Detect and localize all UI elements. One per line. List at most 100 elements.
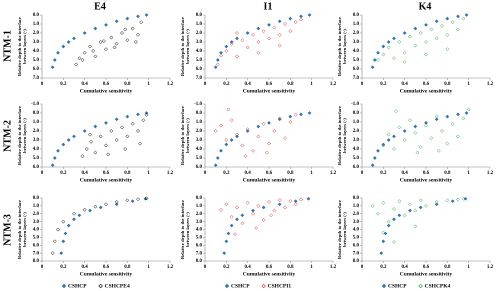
point: [226, 231, 231, 236]
x-tick-label: 0.4: [402, 265, 409, 270]
point: [434, 36, 439, 41]
x-tick-label: 0.4: [245, 171, 252, 176]
y-axis-label: Relative depth to the interface: [337, 200, 342, 259]
point: [413, 124, 418, 129]
x-tick-label: 1.2: [487, 171, 494, 176]
point: [235, 205, 239, 210]
point: [93, 150, 98, 155]
point: [136, 112, 140, 117]
point: [109, 35, 114, 40]
y-tick-label: 2.0: [353, 31, 360, 36]
point: [56, 50, 60, 55]
point: [125, 134, 130, 139]
y-axis-label: Relative depth to the interface: [337, 17, 342, 76]
point: [445, 141, 450, 146]
y-tick-label: 4.0: [196, 147, 203, 152]
y-tick-label: 2.0: [196, 129, 203, 134]
y-tick-label: 5.0: [196, 58, 203, 63]
y-tick-label: 3.0: [33, 220, 40, 225]
point: [144, 13, 149, 17]
point: [267, 22, 271, 27]
y-tick-label: 4.0: [33, 49, 40, 54]
x-tick-label: 0: [41, 82, 44, 87]
y-tick-label: 6.0: [196, 243, 203, 248]
point: [418, 205, 423, 210]
point: [93, 204, 98, 209]
y-tick-label: 4.0: [353, 147, 360, 152]
point: [114, 19, 119, 24]
point: [402, 213, 407, 218]
point: [240, 38, 245, 43]
point: [104, 120, 108, 125]
x-tick-label: 0.4: [82, 171, 89, 176]
point: [408, 118, 412, 123]
point: [408, 34, 412, 39]
x-tick-label: 0.4: [402, 82, 409, 87]
point: [394, 109, 399, 114]
y-tick-label: 3.0: [196, 138, 203, 143]
point: [91, 49, 96, 53]
y-tick-label: 8.0: [196, 259, 203, 264]
point: [261, 205, 266, 210]
point: [299, 112, 303, 117]
point: [299, 14, 303, 19]
y-tick-label: 2.0: [196, 31, 203, 36]
point: [144, 112, 149, 117]
point: [224, 202, 229, 207]
x-tick-label: 0.2: [223, 265, 230, 270]
x-tick-label: 0.8: [287, 82, 294, 87]
y-axis-label: between layers (-): [342, 212, 347, 247]
y-tick-label: 3.0: [33, 138, 40, 143]
point: [415, 150, 420, 155]
point: [120, 125, 124, 130]
point: [456, 134, 460, 139]
point: [429, 136, 434, 141]
point: [72, 217, 76, 222]
point: [461, 16, 466, 21]
point: [52, 239, 57, 244]
point: [283, 22, 287, 26]
y-tick-label: 5.0: [353, 236, 360, 241]
point: [370, 203, 375, 208]
y-tick-label: 7.0: [33, 251, 40, 256]
point: [408, 202, 412, 207]
point: [307, 111, 312, 115]
point: [424, 203, 428, 208]
x-tick-label: 0.4: [402, 171, 409, 176]
y-tick-label: 3.0: [196, 40, 203, 45]
y-tick-label: 1.0: [353, 120, 360, 125]
legend-label: CSHCPK4: [425, 283, 451, 289]
point: [456, 197, 460, 202]
y-axis-label: between layers (-): [342, 118, 347, 153]
y-tick-label: 2.0: [33, 31, 40, 36]
point: [229, 41, 234, 46]
x-tick-label: 0.2: [223, 82, 230, 87]
x-tick-label: 0.8: [287, 265, 294, 270]
y-tick-label: 0.0: [33, 196, 40, 201]
point: [98, 134, 103, 139]
x-tick-label: 1.2: [167, 265, 174, 270]
x-tick-label: 0.8: [287, 171, 294, 176]
point: [215, 156, 220, 160]
column-title: K4: [419, 1, 432, 12]
point: [424, 40, 428, 44]
point: [429, 27, 434, 32]
x-axis-label: Cumulative sensitivity: [400, 271, 453, 277]
y-tick-label: 0.0: [353, 13, 360, 18]
point: [424, 123, 428, 128]
point: [66, 40, 71, 44]
x-tick-label: 0: [361, 171, 364, 176]
point: [235, 217, 239, 222]
x-axis-label: Cumulative sensitivity: [243, 177, 296, 183]
point: [272, 25, 277, 30]
x-tick-label: 0.8: [444, 82, 451, 87]
point: [82, 129, 87, 133]
y-tick-label: 3.0: [353, 138, 360, 143]
point: [136, 14, 140, 19]
point: [106, 152, 111, 157]
point: [434, 202, 439, 207]
y-tick-label: 8.0: [353, 259, 360, 264]
y-tick-label: 5.0: [196, 236, 203, 241]
y-tick-label: 5.0: [33, 236, 40, 241]
y-tick-label: 5.0: [353, 156, 360, 161]
